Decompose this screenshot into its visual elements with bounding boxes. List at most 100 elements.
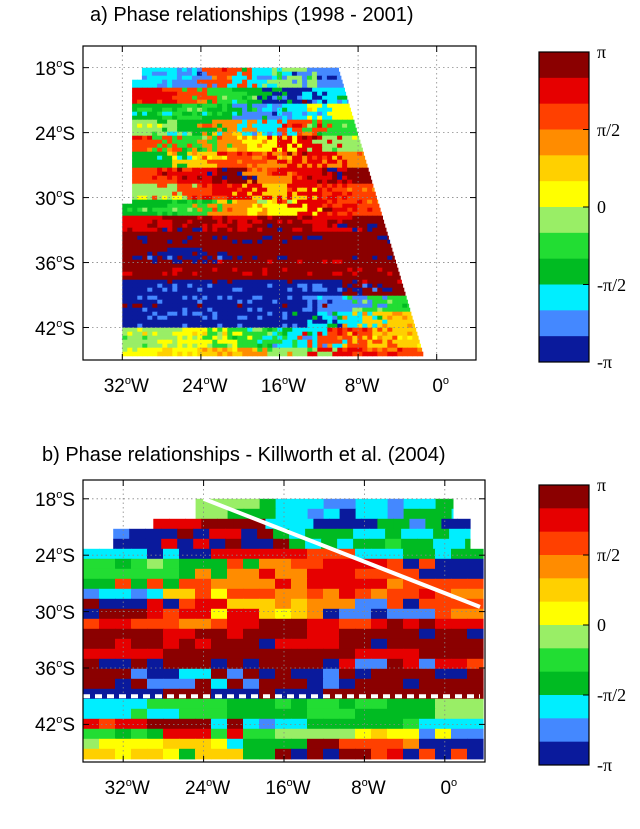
heatmap-cell <box>212 299 218 305</box>
heatmap-cell <box>297 167 303 173</box>
heatmap-cell <box>317 327 323 333</box>
heatmap-cell <box>302 151 308 157</box>
heatmap-cell <box>302 103 308 109</box>
heatmap-cell <box>147 163 153 169</box>
heatmap-cell <box>227 87 233 93</box>
heatmap-cell <box>137 331 143 337</box>
heatmap-cell <box>362 219 368 225</box>
heatmap-cell <box>307 558 324 570</box>
heatmap-cell <box>327 343 333 349</box>
heatmap-cell <box>242 139 248 145</box>
heatmap-cell <box>267 123 273 129</box>
heatmap-cell <box>267 259 273 265</box>
heatmap-cell <box>152 175 158 181</box>
heatmap-cell <box>291 738 308 750</box>
heatmap-cell <box>163 648 180 660</box>
heatmap-cell <box>193 528 210 540</box>
heatmap-cell <box>152 115 158 121</box>
heatmap-cell <box>305 538 322 550</box>
heatmap-cell <box>372 243 378 249</box>
heatmap-cell <box>192 295 198 301</box>
heatmap-cell <box>232 339 238 345</box>
heatmap-cell <box>367 227 373 233</box>
heatmap-cell <box>403 668 420 680</box>
heatmap-cell <box>157 283 163 289</box>
heatmap-cell <box>177 311 183 317</box>
heatmap-cell <box>132 99 138 105</box>
heatmap-cell <box>231 75 238 81</box>
heatmap-cell <box>207 159 213 165</box>
heatmap-cell <box>167 231 173 237</box>
heatmap-cell <box>197 87 203 93</box>
heatmap-cell <box>392 351 398 357</box>
heatmap-cell <box>277 147 283 153</box>
heatmap-cell <box>435 648 452 660</box>
heatmap-cell <box>367 247 373 253</box>
heatmap-cell <box>332 103 338 109</box>
heatmap-cell <box>311 75 318 81</box>
heatmap-cell <box>382 291 388 297</box>
heatmap-cell <box>267 311 273 317</box>
heatmap-cell <box>371 708 388 720</box>
heatmap-cell <box>327 131 333 137</box>
heatmap-cell <box>222 183 228 189</box>
heatmap-cell <box>292 219 298 225</box>
heatmap-cell <box>242 199 248 205</box>
heatmap-cell <box>161 75 168 81</box>
heatmap-cell <box>387 263 393 269</box>
heatmap-cell <box>352 191 358 197</box>
heatmap-cell <box>192 131 198 137</box>
heatmap-cell <box>357 143 362 149</box>
heatmap-cell <box>152 351 158 357</box>
heatmap-cell <box>367 215 373 221</box>
heatmap-cell <box>212 351 218 357</box>
heatmap-cell <box>259 598 276 610</box>
heatmap-cell <box>147 303 153 309</box>
heatmap-cell <box>137 119 143 125</box>
heatmap-cell <box>252 207 258 213</box>
heatmap-cell <box>232 351 238 357</box>
heatmap-cell <box>323 668 340 680</box>
heatmap-cell <box>347 211 353 217</box>
heatmap-cell <box>162 311 168 317</box>
heatmap-cell <box>267 107 273 113</box>
heatmap-cell <box>302 215 308 221</box>
heatmap-cell <box>252 203 258 209</box>
heatmap-cell <box>252 127 258 133</box>
heatmap-cell <box>292 275 298 281</box>
heatmap-cell <box>151 67 158 73</box>
heatmap-cell <box>312 271 318 277</box>
heatmap-cell <box>237 271 243 277</box>
heatmap-cell <box>327 339 333 345</box>
heatmap-cell <box>217 319 223 325</box>
heatmap-cell <box>217 191 223 197</box>
heatmap-cell <box>367 203 373 209</box>
heatmap-cell <box>292 271 298 277</box>
heatmap-cell <box>357 239 363 245</box>
heatmap-cell <box>232 315 238 321</box>
heatmap-cell <box>362 303 368 309</box>
heatmap-cell <box>357 295 363 301</box>
heatmap-cell <box>312 239 318 245</box>
heatmap-cell <box>187 87 193 93</box>
heatmap-cell <box>342 159 348 165</box>
heatmap-cell <box>297 83 303 89</box>
heatmap-cell <box>242 243 248 249</box>
heatmap-cell <box>207 247 213 253</box>
heatmap-cell <box>202 211 208 217</box>
heatmap-cell <box>387 688 404 700</box>
heatmap-cell <box>202 143 208 149</box>
heatmap-cell <box>412 335 418 341</box>
heatmap-cell <box>327 287 333 293</box>
heatmap-cell <box>267 171 273 177</box>
heatmap-cell <box>272 343 278 349</box>
heatmap-cell <box>357 319 363 325</box>
heatmap-cell <box>237 227 243 233</box>
heatmap-cell <box>182 155 188 161</box>
heatmap-cell <box>122 227 128 233</box>
heatmap-cell <box>337 183 343 189</box>
heatmap-cell <box>122 335 128 341</box>
heatmap-cell <box>355 658 372 670</box>
heatmap-cell <box>307 708 324 720</box>
heatmap-cell <box>451 738 468 750</box>
